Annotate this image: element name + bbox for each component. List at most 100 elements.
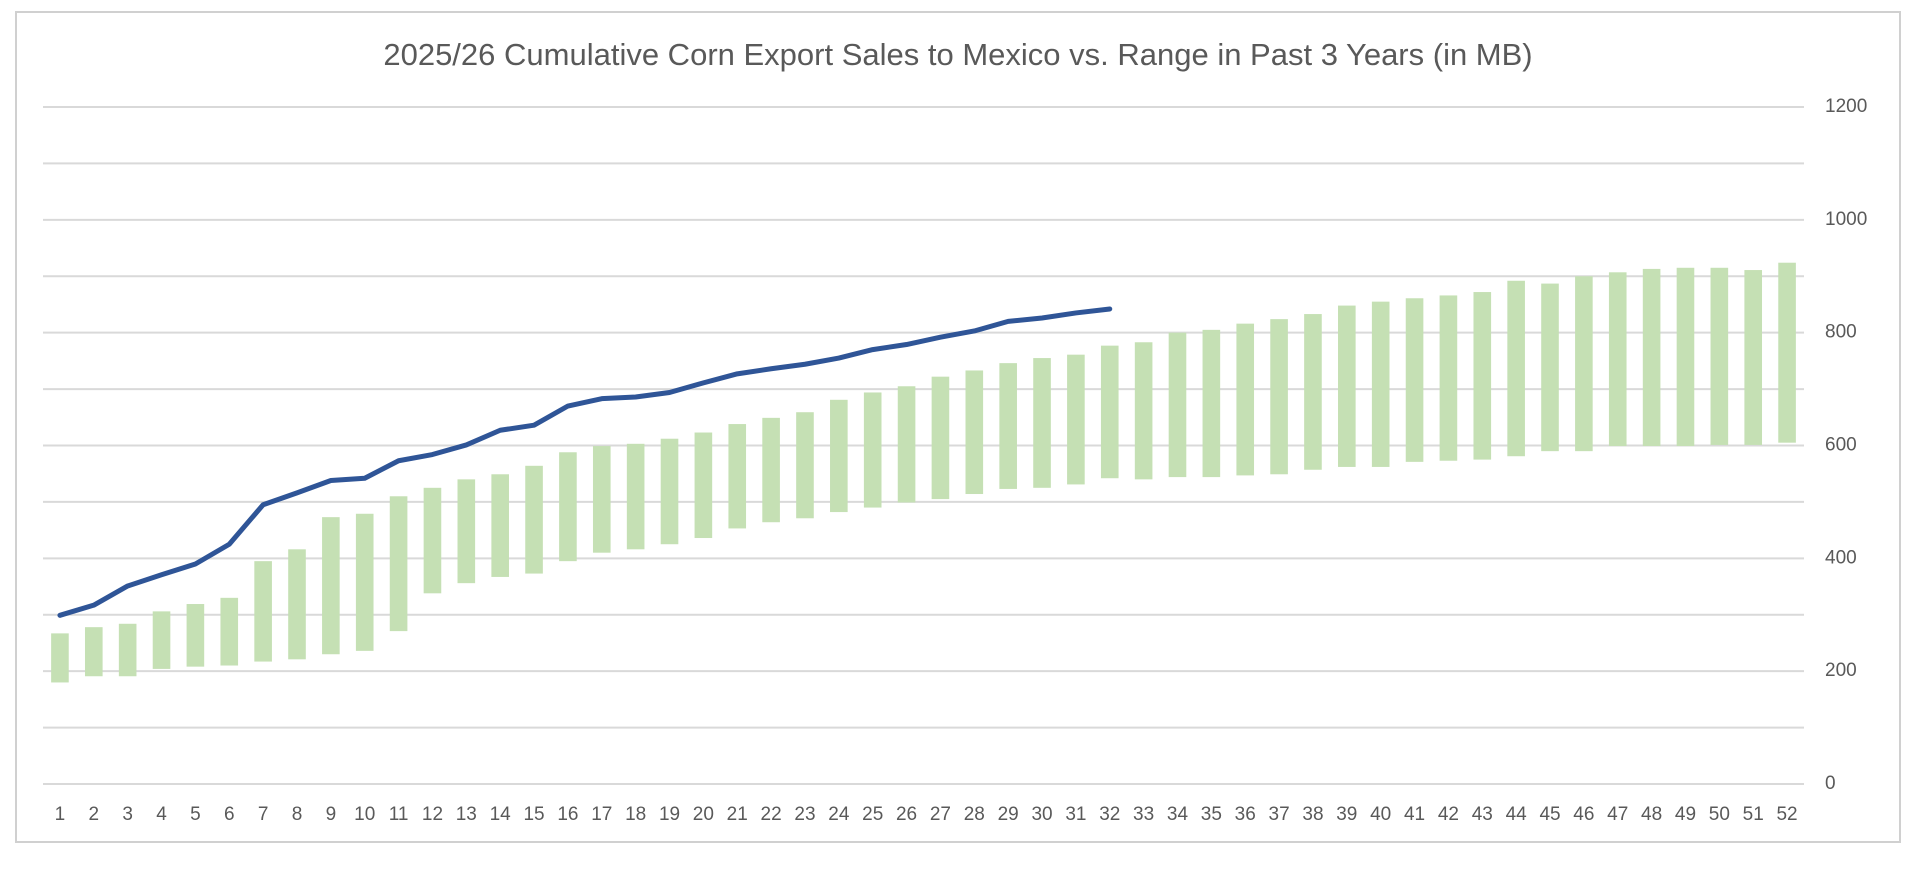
x-tick-label: 44	[1506, 804, 1528, 825]
range-bar	[1134, 342, 1153, 480]
x-tick-label: 33	[1133, 804, 1154, 825]
range-bar	[660, 438, 679, 545]
x-tick-label: 51	[1743, 804, 1764, 825]
range-bar	[355, 513, 374, 651]
range-bar	[288, 549, 306, 660]
range-bar	[897, 386, 916, 503]
range-bar	[1202, 329, 1221, 478]
y-tick-label: 1200	[1825, 96, 1867, 117]
range-bar	[1744, 270, 1763, 445]
range-bar	[931, 376, 950, 500]
range-bar	[1541, 283, 1559, 452]
x-tick-label: 9	[326, 804, 337, 825]
x-tick-label: 45	[1539, 804, 1560, 825]
range-bar	[152, 611, 171, 669]
range-bar	[626, 443, 645, 550]
x-tick-label: 18	[625, 804, 646, 825]
x-tick-label: 3	[122, 804, 133, 825]
x-tick-label: 31	[1065, 804, 1086, 825]
range-bar	[1304, 314, 1322, 470]
x-tick-label: 4	[156, 804, 167, 825]
range-bar	[51, 633, 69, 683]
x-tick-label: 27	[930, 804, 951, 825]
y-tick-label: 800	[1825, 322, 1857, 343]
range-bar	[525, 465, 543, 574]
x-tick-label: 10	[354, 804, 375, 825]
x-tick-label: 48	[1641, 804, 1662, 825]
x-tick-label: 38	[1302, 804, 1323, 825]
range-bar	[694, 432, 713, 539]
x-tick-label: 19	[659, 804, 680, 825]
range-bar	[863, 392, 882, 508]
range-bar	[1033, 358, 1051, 488]
x-tick-label: 28	[964, 804, 985, 825]
x-tick-label: 37	[1269, 804, 1290, 825]
x-tick-label: 26	[896, 804, 917, 825]
x-tick-label: 2	[89, 804, 100, 825]
x-tick-label: 34	[1167, 804, 1189, 825]
x-tick-label: 20	[693, 804, 714, 825]
range-bar	[830, 399, 848, 513]
range-bar	[1473, 292, 1492, 460]
x-tick-label: 13	[456, 804, 477, 825]
range-bar	[965, 370, 984, 495]
range-bar	[1338, 305, 1356, 467]
x-tick-label: 32	[1099, 804, 1120, 825]
x-tick-label: 1	[55, 804, 66, 825]
range-bar	[1405, 298, 1424, 462]
range-bar	[389, 496, 408, 632]
range-bar	[1067, 354, 1085, 485]
y-tick-label: 0	[1825, 773, 1836, 794]
x-tick-label: 30	[1031, 804, 1052, 825]
series-line	[57, 306, 1113, 618]
y-tick-label: 200	[1825, 660, 1857, 681]
range-bar	[254, 561, 272, 662]
x-tick-label: 50	[1709, 804, 1730, 825]
range-bar	[999, 363, 1017, 489]
x-tick-label: 17	[591, 804, 612, 825]
x-tick-label: 29	[998, 804, 1019, 825]
x-tick-label: 16	[557, 804, 578, 825]
range-bar	[1608, 272, 1627, 447]
x-tick-label: 43	[1472, 804, 1493, 825]
x-tick-label: 8	[292, 804, 303, 825]
x-tick-label: 49	[1675, 804, 1696, 825]
x-tick-label: 7	[258, 804, 269, 825]
x-tick-label: 25	[862, 804, 883, 825]
x-tick-label: 15	[523, 804, 544, 825]
x-tick-label: 24	[828, 804, 850, 825]
x-tick-label: 23	[794, 804, 815, 825]
x-tick-label: 52	[1776, 804, 1797, 825]
range-bar	[1100, 345, 1119, 479]
range-bar	[1236, 323, 1255, 476]
range-bar	[1710, 267, 1729, 445]
chart-title: 2025/26 Cumulative Corn Export Sales to …	[383, 37, 1532, 72]
y-tick-label: 600	[1825, 435, 1857, 456]
x-tick-label: 12	[422, 804, 443, 825]
y-tick-label: 1000	[1825, 209, 1867, 230]
range-bar	[762, 417, 780, 523]
range-bar	[796, 412, 814, 519]
x-tick-label: 40	[1370, 804, 1391, 825]
range-bar	[84, 627, 103, 677]
range-bar	[1642, 268, 1661, 447]
range-bar	[592, 446, 611, 553]
range-bar	[491, 474, 509, 577]
range-bar	[1439, 295, 1458, 461]
range-bar	[1507, 280, 1525, 457]
x-tick-label: 35	[1201, 804, 1222, 825]
range-bar	[1270, 319, 1288, 475]
x-tick-label: 21	[727, 804, 748, 825]
range-bar	[118, 623, 137, 677]
range-bar	[1575, 276, 1593, 452]
x-tick-label: 11	[389, 804, 409, 825]
range-bar	[1371, 301, 1390, 467]
x-tick-label: 22	[761, 804, 782, 825]
x-tick-label: 5	[190, 804, 201, 825]
x-tick-label: 42	[1438, 804, 1459, 825]
range-bar	[559, 452, 577, 562]
range-bar	[1168, 332, 1187, 478]
x-tick-label: 36	[1235, 804, 1256, 825]
x-tick-label: 39	[1336, 804, 1357, 825]
